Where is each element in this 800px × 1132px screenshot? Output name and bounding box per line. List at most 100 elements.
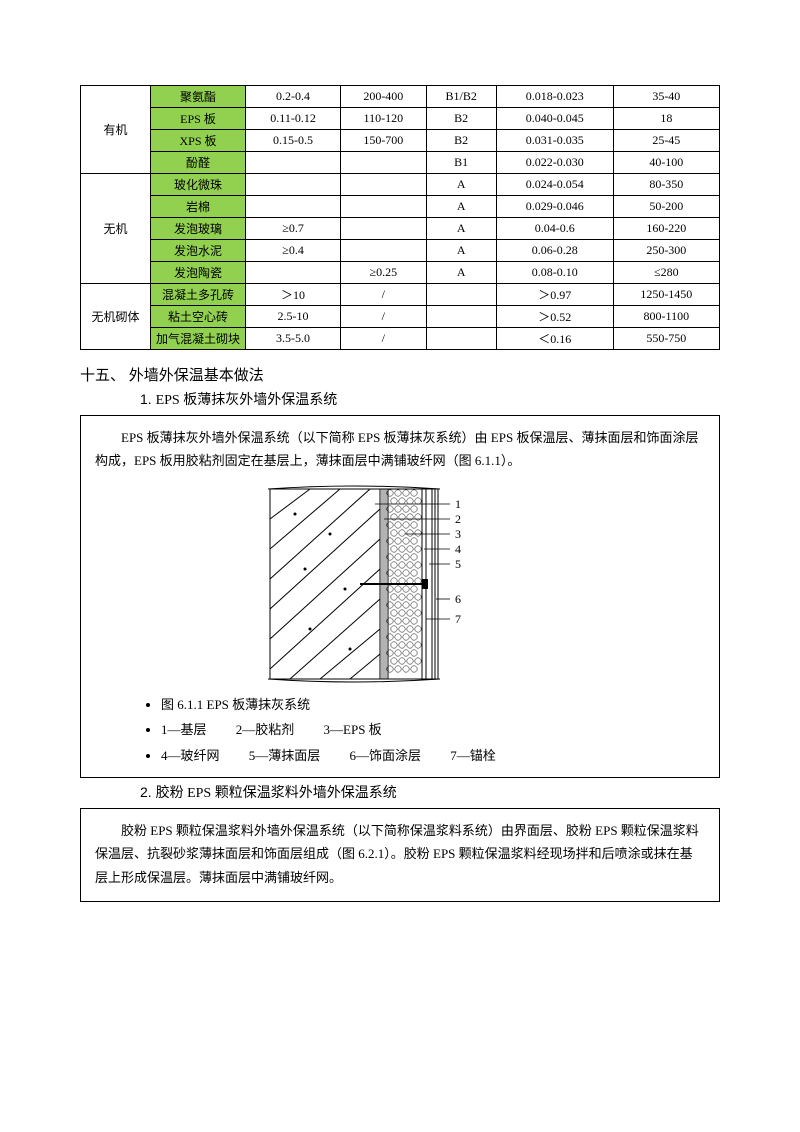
material-name-cell: 玻化微珠	[151, 174, 246, 196]
material-name-cell: 粘土空心砖	[151, 306, 246, 328]
data-cell: A	[426, 196, 496, 218]
system-2-box: 胶粉 EPS 颗粒保温浆料外墙外保温系统（以下简称保温浆料系统）由界面层、胶粉 …	[80, 808, 720, 902]
eps-diagram: 1234567	[250, 479, 550, 689]
data-cell: 35-40	[613, 86, 719, 108]
material-name-cell: XPS 板	[151, 130, 246, 152]
subsection-1-heading: 1. EPS 板薄抹灰外墙外保温系统	[140, 389, 720, 409]
data-cell: 0.06-0.28	[496, 240, 613, 262]
data-cell: 250-300	[613, 240, 719, 262]
data-cell: A	[426, 240, 496, 262]
legend-line-1: 1—基层 2—胶粘剂 3—EPS 板	[161, 718, 705, 741]
material-name-cell: EPS 板	[151, 108, 246, 130]
svg-text:3: 3	[455, 527, 461, 541]
data-cell: 0.024-0.054	[496, 174, 613, 196]
svg-text:6: 6	[455, 592, 461, 606]
material-name-cell: 发泡陶瓷	[151, 262, 246, 284]
data-cell	[426, 284, 496, 306]
data-cell: B2	[426, 108, 496, 130]
data-cell: 0.022-0.030	[496, 152, 613, 174]
data-cell: 18	[613, 108, 719, 130]
svg-text:5: 5	[455, 557, 461, 571]
data-cell: ＞0.52	[496, 306, 613, 328]
material-name-cell: 岩棉	[151, 196, 246, 218]
data-cell: 800-1100	[613, 306, 719, 328]
data-cell: A	[426, 218, 496, 240]
figure-legend: 图 6.1.1 EPS 板薄抹灰系统 1—基层 2—胶粘剂 3—EPS 板 4—…	[103, 693, 705, 767]
legend-line-2: 4—玻纤网 5—薄抹面层 6—饰面涂层 7—锚栓	[161, 744, 705, 767]
data-cell: 0.040-0.045	[496, 108, 613, 130]
table-row: 有机聚氨酯0.2-0.4200-400B1/B20.018-0.02335-40	[81, 86, 720, 108]
data-cell: 0.15-0.5	[246, 130, 341, 152]
data-cell	[341, 218, 426, 240]
category-cell: 无机砌体	[81, 284, 151, 350]
data-cell: 0.08-0.10	[496, 262, 613, 284]
data-cell	[341, 240, 426, 262]
data-cell: /	[341, 328, 426, 350]
data-cell	[426, 328, 496, 350]
data-cell: ≤280	[613, 262, 719, 284]
data-cell	[246, 262, 341, 284]
data-cell: B1/B2	[426, 86, 496, 108]
material-name-cell: 聚氨酯	[151, 86, 246, 108]
data-cell: 3.5-5.0	[246, 328, 341, 350]
table-row: XPS 板0.15-0.5150-700B20.031-0.03525-45	[81, 130, 720, 152]
section-15-heading: 十五、 外墙外保温基本做法	[80, 364, 720, 385]
table-row: 加气混凝土砌块3.5-5.0/＜0.16550-750	[81, 328, 720, 350]
data-cell: 160-220	[613, 218, 719, 240]
materials-table: 有机聚氨酯0.2-0.4200-400B1/B20.018-0.02335-40…	[80, 85, 720, 350]
data-cell	[246, 152, 341, 174]
data-cell: B1	[426, 152, 496, 174]
table-row: 发泡水泥≥0.4 A0.06-0.28250-300	[81, 240, 720, 262]
data-cell	[341, 174, 426, 196]
figure-caption: 图 6.1.1 EPS 板薄抹灰系统	[161, 693, 705, 716]
data-cell: ≥0.25	[341, 262, 426, 284]
data-cell: 1250-1450	[613, 284, 719, 306]
table-row: EPS 板0.11-0.12110-120B20.040-0.04518	[81, 108, 720, 130]
data-cell	[341, 152, 426, 174]
material-name-cell: 发泡水泥	[151, 240, 246, 262]
material-name-cell: 发泡玻璃	[151, 218, 246, 240]
data-cell	[341, 196, 426, 218]
table-row: 酚醛 B10.022-0.03040-100	[81, 152, 720, 174]
data-cell: ≥0.4	[246, 240, 341, 262]
data-cell: ＞10	[246, 284, 341, 306]
svg-text:7: 7	[455, 612, 461, 626]
data-cell: 110-120	[341, 108, 426, 130]
table-row: 无机砌体混凝土多孔砖＞10/＞0.971250-1450	[81, 284, 720, 306]
data-cell: ＞0.97	[496, 284, 613, 306]
data-cell: A	[426, 174, 496, 196]
table-row: 发泡陶瓷 ≥0.25A0.08-0.10≤280	[81, 262, 720, 284]
data-cell: 0.04-0.6	[496, 218, 613, 240]
data-cell: 50-200	[613, 196, 719, 218]
data-cell: 25-45	[613, 130, 719, 152]
material-name-cell: 加气混凝土砌块	[151, 328, 246, 350]
data-cell: 200-400	[341, 86, 426, 108]
data-cell: /	[341, 284, 426, 306]
data-cell: 0.11-0.12	[246, 108, 341, 130]
material-name-cell: 酚醛	[151, 152, 246, 174]
table-row: 发泡玻璃≥0.7 A0.04-0.6160-220	[81, 218, 720, 240]
category-cell: 有机	[81, 86, 151, 174]
data-cell	[426, 306, 496, 328]
data-cell: ≥0.7	[246, 218, 341, 240]
system-1-box: EPS 板薄抹灰外墙外保温系统（以下简称 EPS 板薄抹灰系统）由 EPS 板保…	[80, 415, 720, 778]
svg-text:4: 4	[455, 542, 461, 556]
data-cell: B2	[426, 130, 496, 152]
svg-text:2: 2	[455, 512, 461, 526]
table-row: 粘土空心砖2.5-10/ ＞0.52800-1100	[81, 306, 720, 328]
data-cell: 40-100	[613, 152, 719, 174]
data-cell: 150-700	[341, 130, 426, 152]
data-cell: 2.5-10	[246, 306, 341, 328]
data-cell: 0.018-0.023	[496, 86, 613, 108]
system-1-description: EPS 板薄抹灰外墙外保温系统（以下简称 EPS 板薄抹灰系统）由 EPS 板保…	[95, 426, 705, 473]
system-2-description: 胶粉 EPS 颗粒保温浆料外墙外保温系统（以下简称保温浆料系统）由界面层、胶粉 …	[95, 819, 705, 889]
data-cell: 0.2-0.4	[246, 86, 341, 108]
data-cell: A	[426, 262, 496, 284]
data-cell	[246, 174, 341, 196]
data-cell: /	[341, 306, 426, 328]
table-row: 岩棉 A0.029-0.04650-200	[81, 196, 720, 218]
data-cell: 0.029-0.046	[496, 196, 613, 218]
data-cell: ＜0.16	[496, 328, 613, 350]
table-row: 无机玻化微珠A0.024-0.05480-350	[81, 174, 720, 196]
material-name-cell: 混凝土多孔砖	[151, 284, 246, 306]
